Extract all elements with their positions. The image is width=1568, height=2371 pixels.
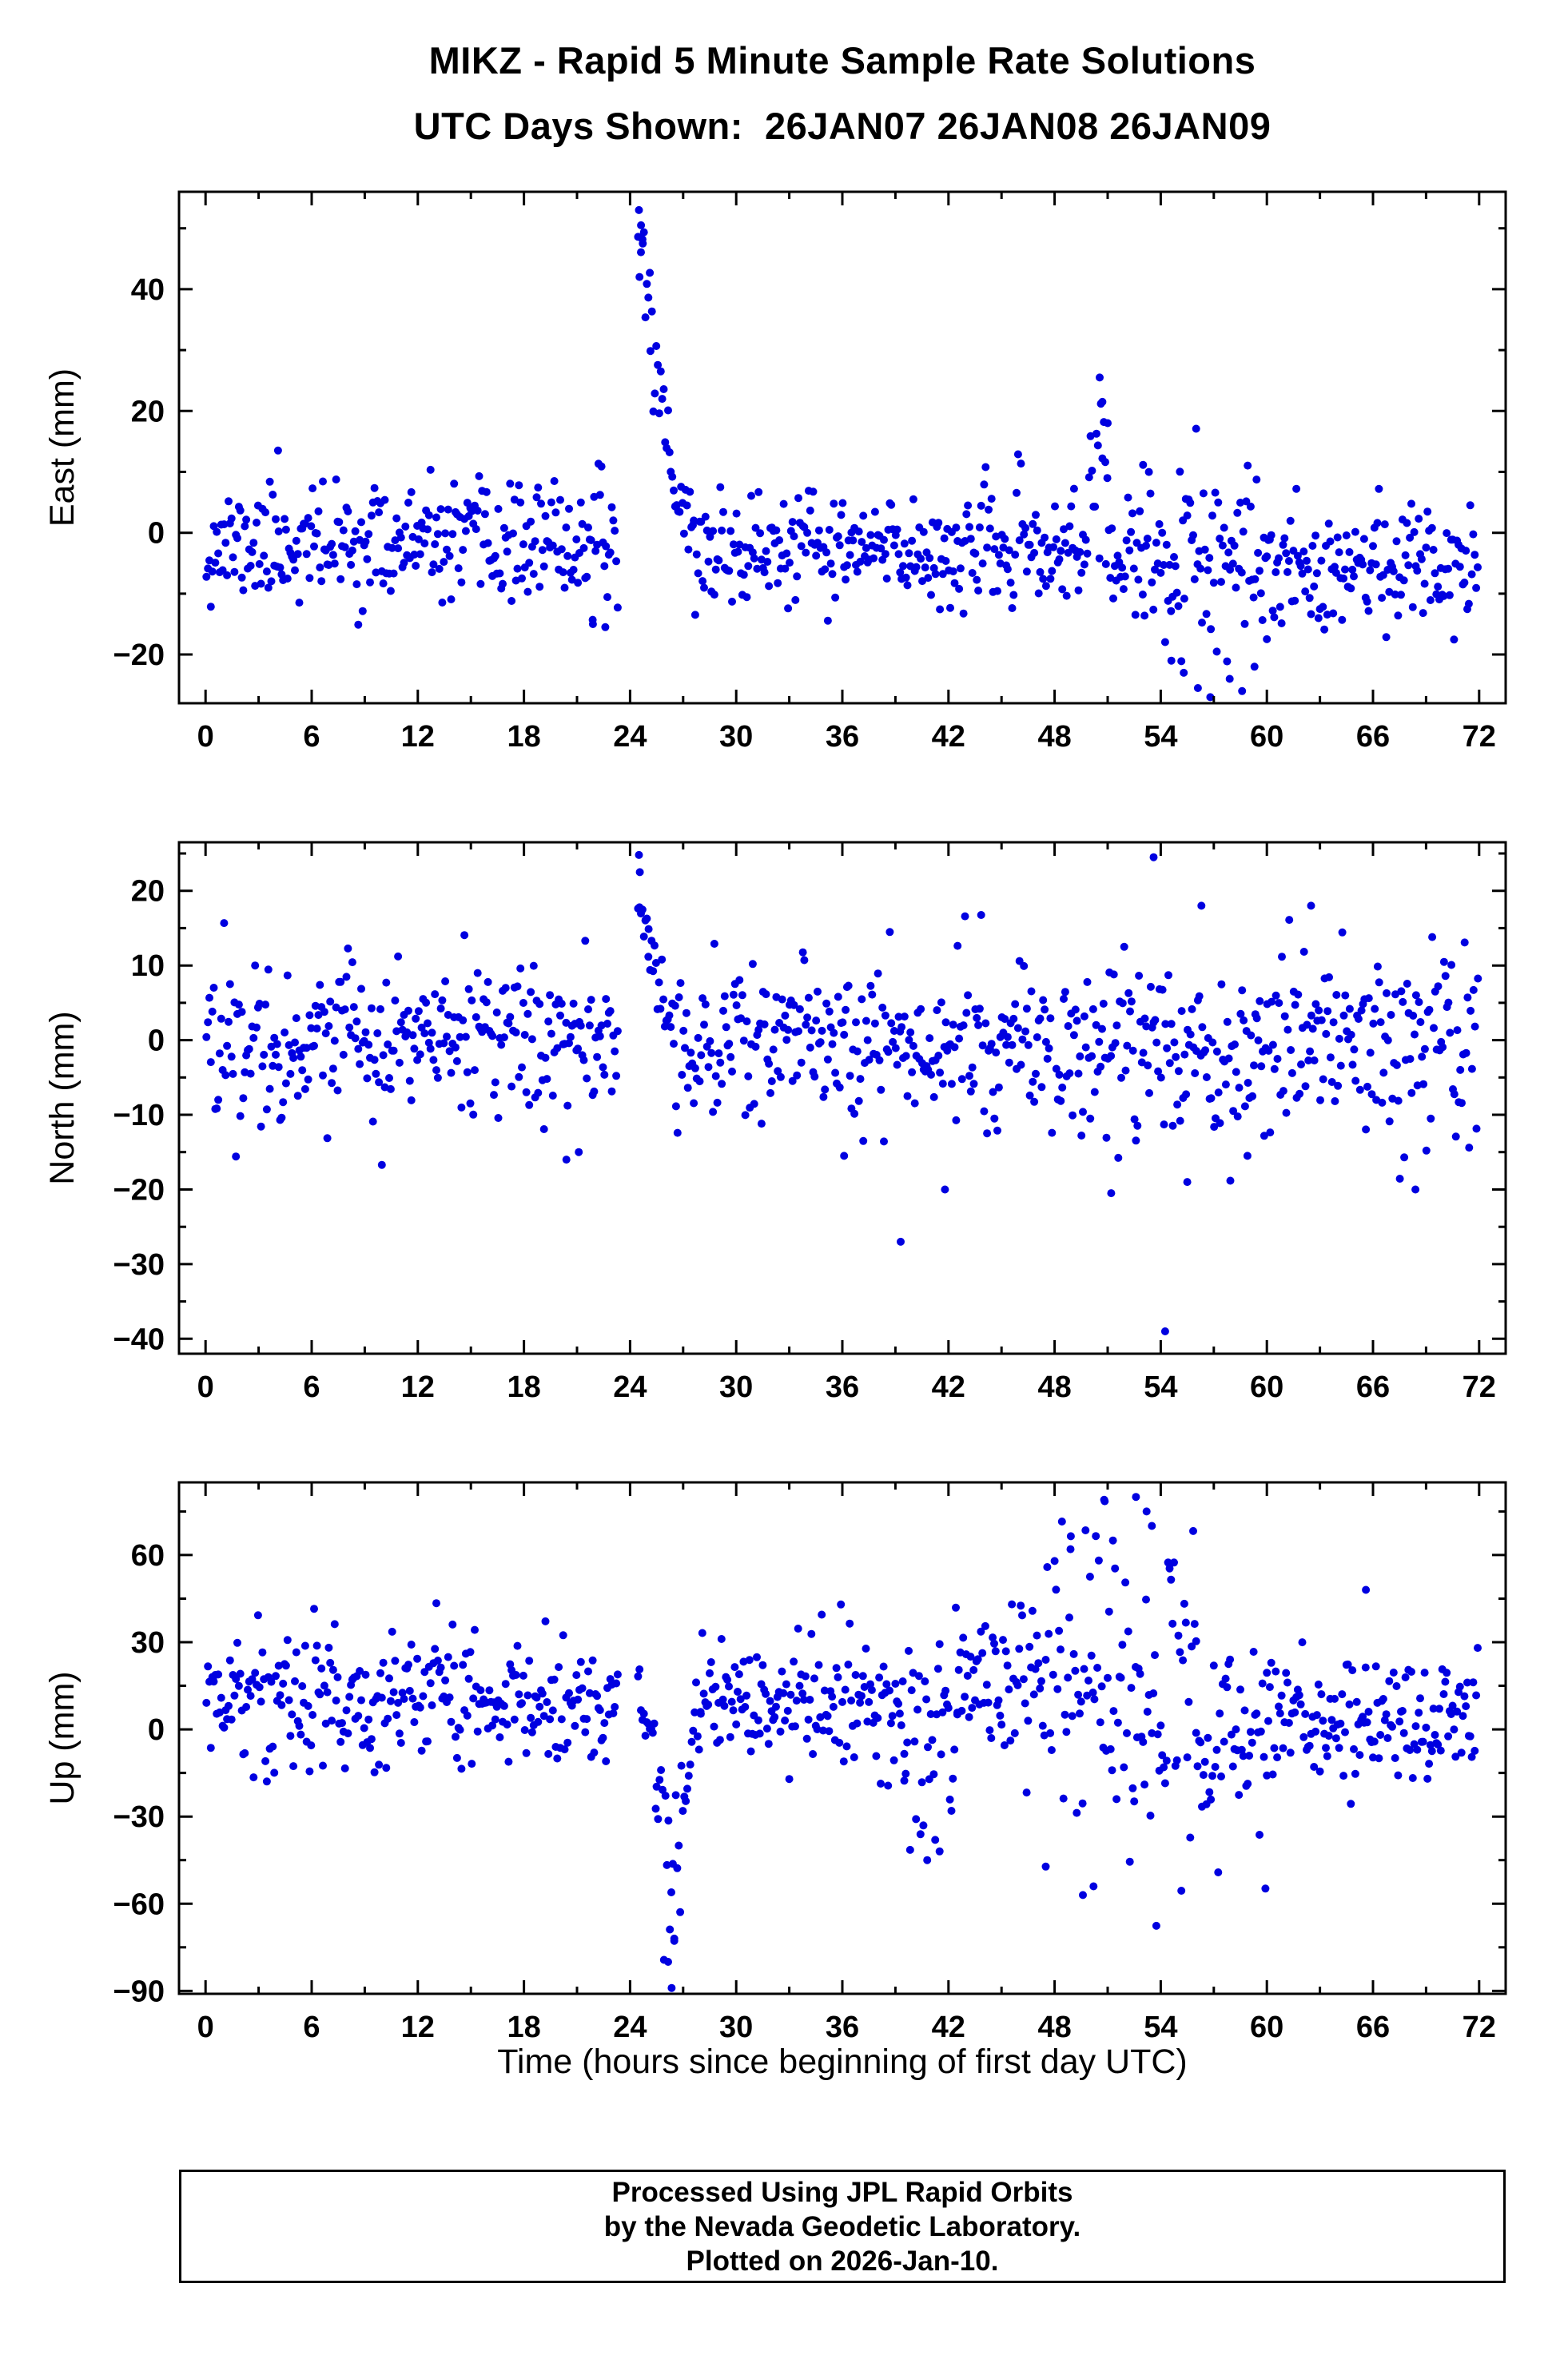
footer-line-1: Processed Using JPL Rapid Orbits [611, 2176, 1073, 2208]
x-tick-label: 12 [401, 2011, 435, 2044]
x-tick-label: 72 [1463, 1370, 1496, 1404]
y-tick-label: −10 [113, 1099, 165, 1132]
x-tick-label: 42 [932, 2011, 965, 2044]
x-tick-label: 0 [197, 2011, 214, 2044]
x-tick-label: 60 [1250, 1370, 1283, 1404]
x-tick-label: 6 [303, 1370, 320, 1404]
y-tick-label: 0 [148, 517, 165, 551]
x-tick-label: 60 [1250, 2011, 1283, 2044]
footer-line-3: Plotted on 2026-Jan-10. [686, 2245, 999, 2277]
y-tick-label: 20 [131, 875, 165, 909]
x-tick-label: 0 [197, 1370, 214, 1404]
y-tick-label: 30 [131, 1626, 165, 1660]
y-axis-label-north: North (mm) [43, 1011, 82, 1185]
y-tick-label: −30 [113, 1800, 165, 1834]
x-tick-label: 30 [719, 2011, 753, 2044]
x-tick-label: 36 [826, 1370, 859, 1404]
y-tick-label: −40 [113, 1323, 165, 1356]
footer-box: Processed Using JPL Rapid Orbits by the … [179, 2170, 1506, 2283]
scatter-points [202, 850, 1482, 1335]
page-title: MIKZ - Rapid 5 Minute Sample Rate Soluti… [428, 39, 1256, 82]
y-axis-label-up: Up (mm) [43, 1671, 82, 1805]
x-tick-label: 72 [1463, 2011, 1496, 2044]
page-subtitle: UTC Days Shown: 26JAN07 26JAN08 26JAN09 [413, 105, 1272, 147]
x-tick-label: 66 [1356, 1370, 1390, 1404]
x-tick-label: 6 [303, 720, 320, 754]
x-tick-label: 18 [507, 1370, 540, 1404]
y-tick-label: −90 [113, 1975, 165, 2008]
x-tick-label: 66 [1356, 2011, 1390, 2044]
x-tick-label: 48 [1037, 720, 1071, 754]
x-tick-label: 18 [507, 2011, 540, 2044]
footer-line-2: by the Nevada Geodetic Laboratory. [603, 2210, 1081, 2242]
y-tick-label: 20 [131, 395, 165, 428]
tick-marks [179, 192, 1506, 703]
x-tick-label: 42 [932, 1370, 965, 1404]
y-tick-label: −30 [113, 1248, 165, 1282]
x-tick-label: 36 [826, 720, 859, 754]
x-tick-label: 72 [1463, 720, 1496, 754]
east-plot: 0 6 12 18 24 30 36 42 48 54 60 66 72 −20 0 20 40 [113, 190, 1507, 754]
x-tick-label: 42 [932, 720, 965, 754]
y-axis-label-east: East (mm) [43, 368, 82, 527]
y-tick-label: −60 [113, 1888, 165, 1921]
y-tick-label: −20 [113, 1174, 165, 1207]
x-tick-label: 54 [1144, 1370, 1177, 1404]
x-tick-label: 30 [719, 1370, 753, 1404]
tick-marks [179, 842, 1506, 1354]
x-tick-label: 24 [613, 720, 647, 754]
x-tick-label: 24 [613, 2011, 647, 2044]
y-tick-label: 10 [131, 949, 165, 983]
x-axis-label: Time (hours since beginning of first day… [497, 2043, 1188, 2081]
x-tick-label: 48 [1037, 1370, 1071, 1404]
plot-frame [177, 841, 1507, 1355]
x-tick-label: 0 [197, 720, 214, 754]
x-tick-label: 12 [401, 1370, 435, 1404]
x-tick-label: 36 [826, 2011, 859, 2044]
x-tick-label: 6 [303, 2011, 320, 2044]
x-tick-label: 30 [719, 720, 753, 754]
scatter-points [202, 205, 1482, 702]
up-plot: 0 6 12 18 24 30 36 42 48 54 60 66 72 −90 −60 −30 0 30 60 [113, 1481, 1507, 2044]
scatter-points [202, 1493, 1482, 1992]
y-tick-label: 0 [148, 1024, 165, 1058]
plot-frame [177, 1481, 1507, 1995]
x-tick-label: 18 [507, 720, 540, 754]
plot-frame [177, 190, 1507, 705]
x-tick-label: 24 [613, 1370, 647, 1404]
x-tick-label: 12 [401, 720, 435, 754]
y-tick-label: 0 [148, 1713, 165, 1747]
y-tick-label: 60 [131, 1539, 165, 1573]
y-tick-label: −20 [113, 638, 165, 672]
x-tick-label: 54 [1144, 720, 1177, 754]
y-tick-label: 40 [131, 273, 165, 307]
x-tick-label: 60 [1250, 720, 1283, 754]
x-tick-label: 48 [1037, 2011, 1071, 2044]
x-tick-label: 54 [1144, 2011, 1177, 2044]
x-tick-label: 66 [1356, 720, 1390, 754]
north-plot: 0 6 12 18 24 30 36 42 48 54 60 66 72 −40 −30 −20 −10 0 10 2… [113, 841, 1507, 1404]
